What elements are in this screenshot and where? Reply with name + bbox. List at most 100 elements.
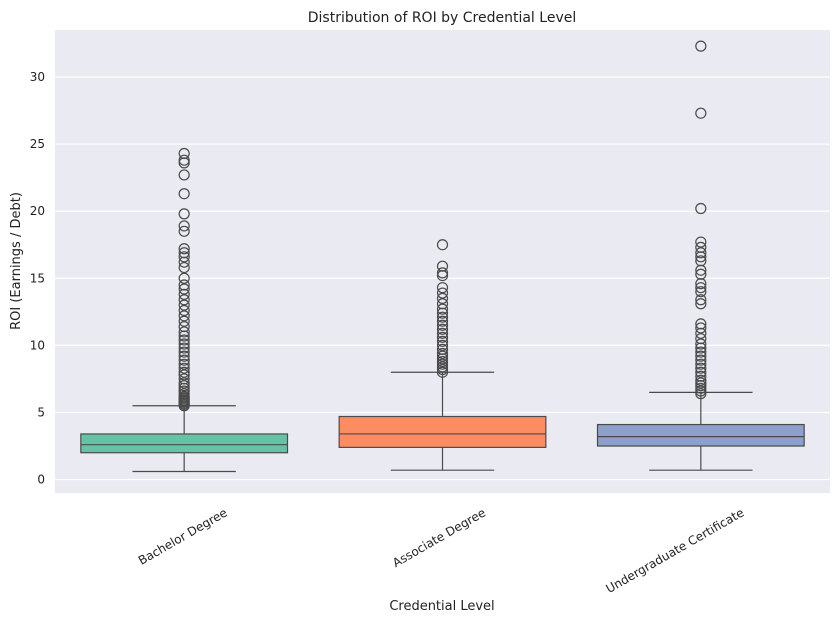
x-tick-label: Bachelor Degree: [136, 505, 230, 567]
outlier-point: [178, 283, 190, 295]
outlier-point: [695, 264, 707, 276]
outlier-point: [178, 373, 190, 385]
outlier-point: [178, 334, 190, 346]
outlier-point: [178, 388, 190, 400]
outlier-point: [178, 342, 190, 354]
box-bachelor-degree: [80, 147, 289, 473]
outlier-point: [695, 322, 707, 334]
y-tick-label: 5: [37, 405, 45, 419]
outlier-point: [178, 157, 190, 169]
x-axis-ticks: Bachelor Degree Associate Degree Undergrad…: [136, 505, 747, 596]
outlier-point: [436, 347, 449, 360]
outlier-point: [436, 366, 449, 378]
outlier-point: [436, 269, 449, 282]
outlier-point: [178, 346, 190, 358]
outlier-point: [436, 350, 449, 362]
outlier-point: [178, 251, 190, 263]
outlier-point: [178, 225, 190, 237]
outlier-point: [436, 303, 449, 315]
outlier-point: [436, 298, 449, 310]
outlier-point: [695, 370, 707, 382]
outlier-point: [178, 154, 190, 166]
outlier-point: [695, 278, 707, 290]
x-axis-label: Credential Level: [389, 599, 494, 614]
outlier-point: [178, 366, 190, 378]
outlier-point: [178, 220, 190, 232]
outlier-point: [178, 294, 190, 306]
outlier-point: [178, 147, 190, 160]
outlier-point: [695, 318, 707, 330]
outlier-point: [436, 260, 449, 272]
outlier-point: [695, 377, 707, 389]
outlier-point: [178, 208, 190, 220]
outlier-point: [178, 354, 190, 366]
outlier-point: [436, 267, 449, 279]
y-tick-label: 10: [30, 338, 45, 352]
outlier-point: [695, 385, 707, 397]
box-associate-degree: [338, 239, 547, 471]
outlier-point: [436, 323, 449, 335]
outlier-point: [695, 382, 707, 394]
x-tick-label: Associate Degree: [390, 505, 488, 570]
outlier-point: [436, 339, 449, 351]
outlier-point: [695, 247, 707, 259]
outlier-point: [695, 202, 707, 215]
box-series: [80, 40, 805, 473]
outlier-point: [695, 362, 707, 374]
outlier-point: [695, 255, 707, 267]
iqr-box: [596, 423, 805, 447]
outlier-point: [178, 243, 190, 255]
outlier-point: [695, 350, 707, 362]
outlier-point: [436, 355, 449, 368]
outlier-point: [178, 188, 190, 200]
outlier-point: [695, 251, 707, 263]
outlier-point: [178, 261, 190, 274]
outlier-point: [436, 239, 449, 251]
outlier-point: [436, 327, 449, 339]
outlier-point: [178, 304, 190, 317]
outlier-point: [695, 342, 707, 354]
outlier-point: [178, 288, 190, 300]
y-axis-ticks: 0 5 10 15 20 25 30: [30, 70, 45, 487]
outlier-point: [695, 327, 707, 339]
outlier-point: [695, 354, 707, 366]
y-tick-label: 0: [37, 473, 45, 487]
outlier-point: [178, 377, 190, 389]
outlier-point: [436, 315, 449, 327]
outlier-point: [178, 390, 190, 402]
outlier-point: [178, 272, 190, 284]
outlier-point: [436, 292, 449, 305]
outlier-point: [178, 256, 190, 268]
y-axis-label: ROI (Earnings / Debt): [9, 192, 24, 330]
outlier-point: [436, 319, 449, 331]
outlier-point: [695, 388, 707, 400]
outlier-point: [436, 358, 449, 370]
outlier-point: [178, 382, 190, 394]
outlier-point: [436, 331, 449, 343]
outlier-point: [178, 358, 190, 370]
outlier-point: [695, 236, 707, 248]
outlier-point: [178, 330, 190, 342]
outlier-point: [695, 338, 707, 350]
chart-title: Distribution of ROI by Credential Level: [308, 10, 576, 26]
outlier-point: [436, 311, 449, 323]
outlier-point: [436, 335, 449, 347]
outlier-point: [178, 169, 190, 181]
outlier-point: [178, 369, 190, 381]
outlier-point: [695, 107, 707, 119]
outlier-point: [178, 315, 190, 327]
outlier-point: [178, 279, 190, 291]
outlier-point: [178, 380, 190, 392]
outlier-point: [695, 241, 707, 254]
outlier-point: [695, 358, 707, 370]
outlier-point: [178, 326, 190, 338]
outlier-point: [178, 247, 190, 259]
outlier-point: [695, 298, 707, 310]
iqr-box: [338, 415, 547, 448]
outlier-point: [695, 333, 707, 345]
outlier-point: [178, 362, 190, 374]
box-undergraduate-certificate: [596, 40, 805, 471]
iqr-box: [80, 433, 289, 454]
outlier-point: [695, 374, 707, 386]
